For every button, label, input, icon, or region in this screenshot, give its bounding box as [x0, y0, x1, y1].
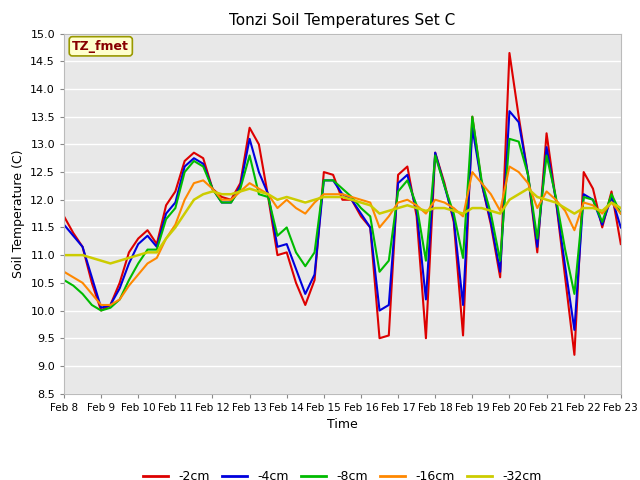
X-axis label: Time: Time: [327, 418, 358, 431]
Title: Tonzi Soil Temperatures Set C: Tonzi Soil Temperatures Set C: [229, 13, 456, 28]
Y-axis label: Soil Temperature (C): Soil Temperature (C): [12, 149, 25, 278]
Text: TZ_fmet: TZ_fmet: [72, 40, 129, 53]
Legend: -2cm, -4cm, -8cm, -16cm, -32cm: -2cm, -4cm, -8cm, -16cm, -32cm: [138, 465, 547, 480]
